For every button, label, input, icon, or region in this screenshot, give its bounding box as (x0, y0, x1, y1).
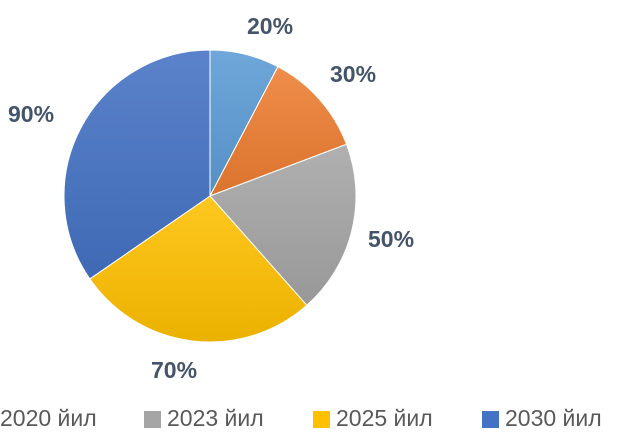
data-labels: 20% 30% 50% 70% 90% (8, 13, 414, 383)
pie-slice-4 (63, 49, 211, 280)
pie-slice-1 (208, 66, 348, 197)
data-label-4: 90% (8, 101, 54, 127)
legend: 2020 йил 2023 йил 2025 йил 2030 йил (0, 405, 602, 431)
legend-label-1: 2023 йил (167, 405, 264, 431)
legend-label-0: 2020 йил (0, 405, 97, 431)
data-label-3: 70% (151, 357, 197, 383)
legend-swatch-1 (144, 411, 161, 428)
pie-slices (63, 49, 357, 343)
pie-slice-2 (209, 143, 357, 306)
legend-label-3: 2030 йил (505, 405, 602, 431)
data-label-0: 20% (247, 13, 293, 39)
legend-swatch-3 (482, 411, 499, 428)
data-label-1: 30% (330, 61, 376, 87)
data-label-2: 50% (368, 226, 414, 252)
legend-label-2: 2025 йил (336, 405, 433, 431)
pie-slice-3 (89, 195, 308, 343)
legend-swatch-2 (313, 411, 330, 428)
